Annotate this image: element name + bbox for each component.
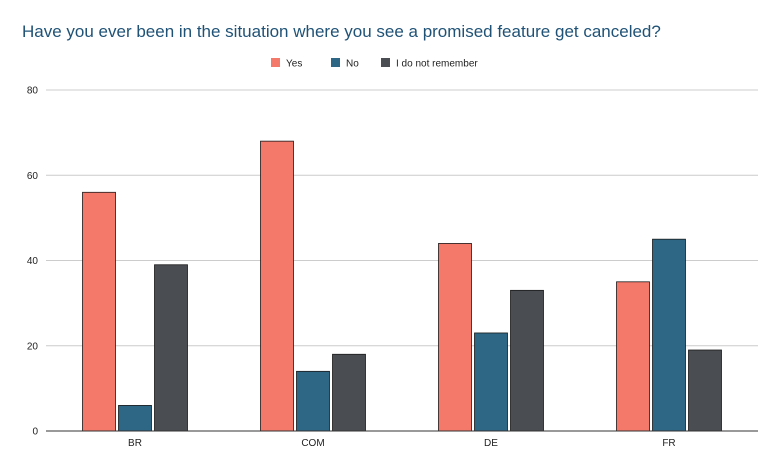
bar-br-i-do-not-remember [154, 264, 188, 432]
y-tick-label: 80 [27, 86, 39, 97]
y-tick-label: 60 [27, 171, 39, 182]
legend-swatch [271, 58, 280, 67]
x-tick-label: COM [301, 438, 324, 449]
legend-item-yes: Yes [271, 58, 302, 70]
legend-label: I do not remember [396, 59, 478, 70]
bar-fr-no [652, 238, 686, 432]
x-tick-label: BR [128, 438, 142, 449]
y-tick-label: 40 [27, 256, 39, 267]
y-axis: 0 20 40 60 80 [27, 86, 39, 438]
bar-com-yes [260, 140, 294, 432]
bars-group [82, 140, 722, 432]
y-tick-label: 20 [27, 341, 39, 352]
bar-fr-yes [616, 281, 650, 432]
x-tick-label: FR [662, 438, 675, 449]
chart-title: Have you ever been in the situation wher… [22, 22, 661, 41]
bar-fr-i-do-not-remember [688, 349, 722, 432]
x-tick-label: DE [484, 438, 498, 449]
legend: Yes No I do not remember [271, 58, 478, 70]
x-axis: BR COM DE FR [46, 430, 758, 449]
legend-item-i-do-not-remember: I do not remember [381, 58, 478, 70]
bar-br-yes [82, 191, 116, 432]
bar-br-no [118, 405, 152, 432]
bar-com-i-do-not-remember [332, 353, 366, 432]
bar-com-no [296, 370, 330, 432]
legend-item-no: No [331, 58, 359, 70]
legend-swatch [331, 58, 340, 67]
legend-label: No [346, 59, 359, 70]
bar-de-yes [438, 243, 472, 432]
legend-label: Yes [286, 59, 302, 70]
gridlines [46, 89, 758, 347]
bar-de-no [474, 332, 508, 432]
bar-de-i-do-not-remember [510, 289, 544, 432]
y-tick-label: 0 [32, 427, 38, 438]
legend-swatch [381, 58, 390, 67]
